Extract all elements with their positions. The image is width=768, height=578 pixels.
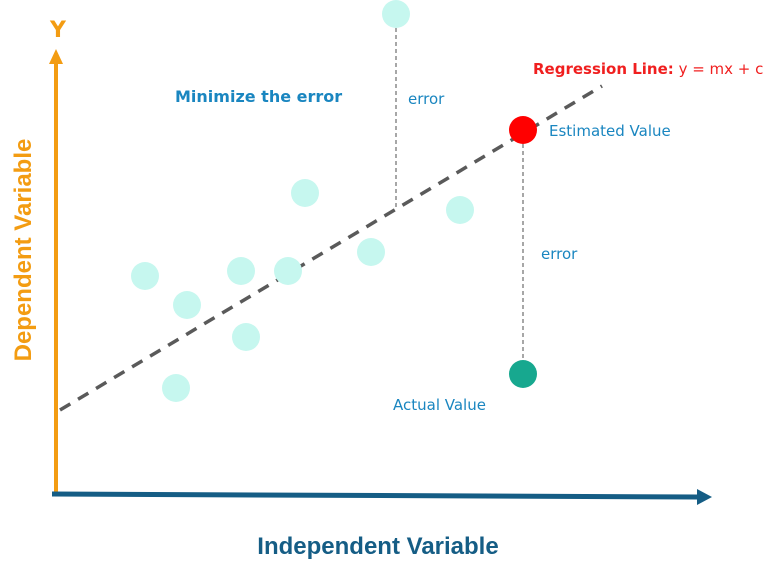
regression-label-bold: Regression Line: xyxy=(533,60,674,78)
y-axis-label: Dependent Variable xyxy=(10,138,37,362)
x-axis-arrow-icon xyxy=(697,489,712,505)
regression-equation: y = mx + c xyxy=(673,60,764,78)
actual-value-label: Actual Value xyxy=(393,396,486,414)
y-axis-arrow-icon xyxy=(49,49,63,64)
data-point xyxy=(274,257,302,285)
data-point xyxy=(162,374,190,402)
data-point xyxy=(232,323,260,351)
data-point xyxy=(131,262,159,290)
actual-value-point xyxy=(509,360,537,388)
estimated-value-label: Estimated Value xyxy=(549,122,671,140)
data-point xyxy=(357,238,385,266)
data-point xyxy=(227,257,255,285)
minimize-error-annotation: Minimize the error xyxy=(175,87,343,106)
x-axis xyxy=(51,491,699,500)
data-point xyxy=(382,0,410,28)
x-axis-label: Independent Variable xyxy=(257,533,499,560)
y-axis-letter: Y xyxy=(50,18,66,43)
regression-line xyxy=(59,84,603,412)
error-label-right: error xyxy=(541,245,578,263)
estimated-value-point xyxy=(509,116,537,144)
data-point xyxy=(446,196,474,224)
regression-line-label: Regression Line: y = mx + c xyxy=(533,62,763,77)
data-point xyxy=(291,179,319,207)
data-point xyxy=(173,291,201,319)
error-label-top: error xyxy=(408,90,445,108)
data-points xyxy=(131,0,474,402)
